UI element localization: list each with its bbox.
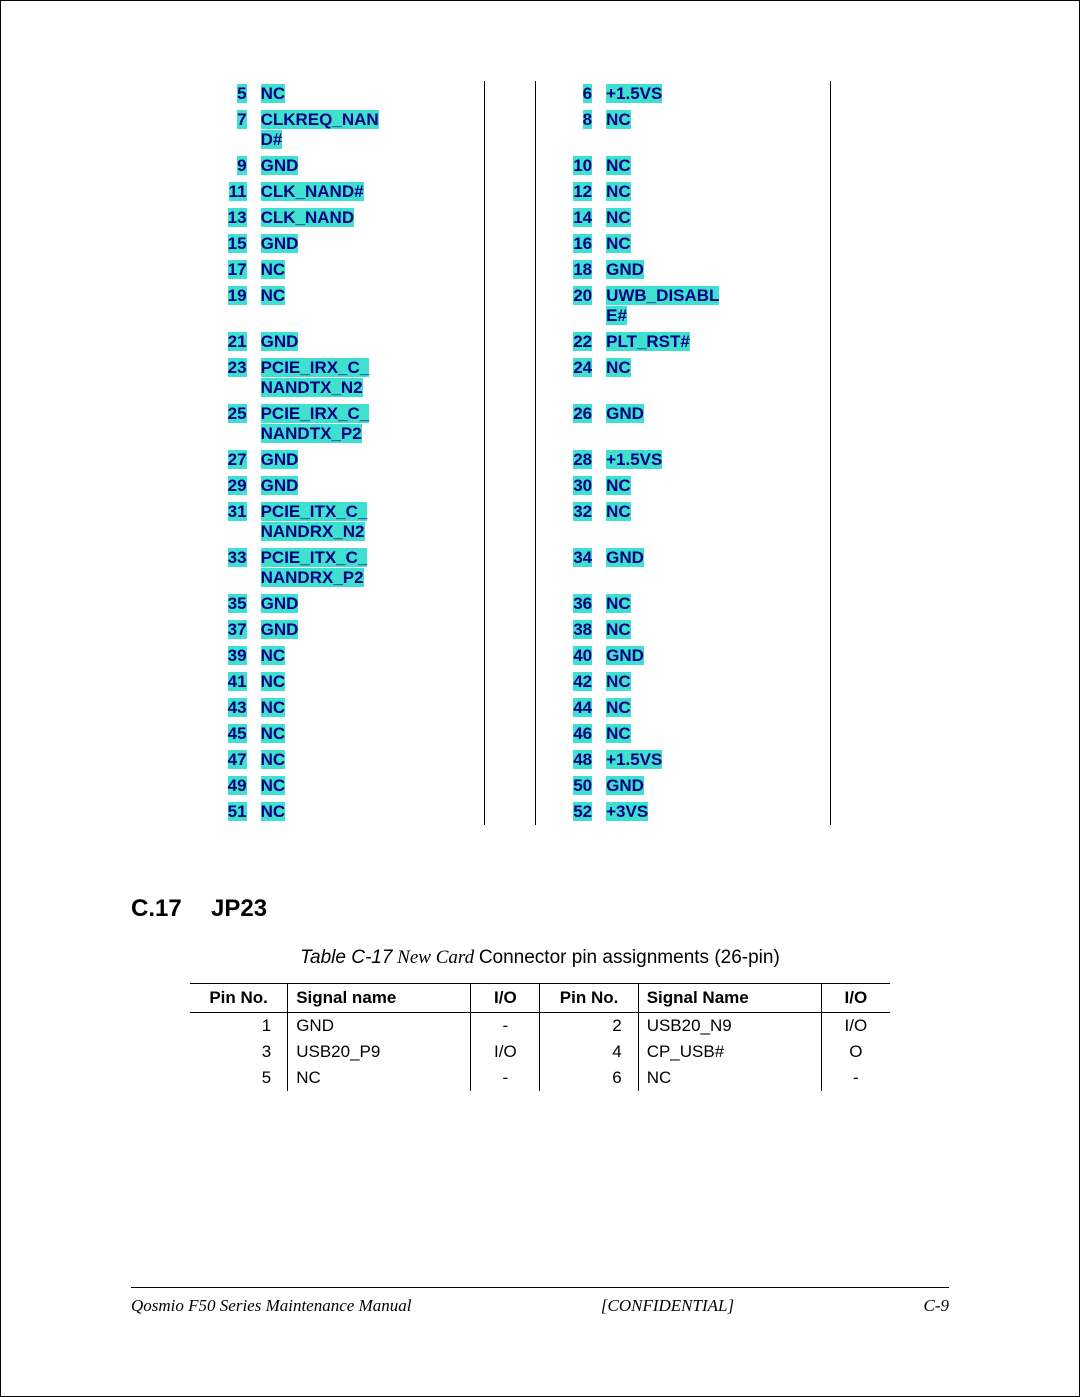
caption-rest: Connector pin assignments (26-pin) xyxy=(479,947,780,968)
column-header: I/O xyxy=(471,984,540,1013)
table-row: 49NC50GND xyxy=(191,773,831,799)
table-row: 5NC-6NC- xyxy=(190,1065,890,1091)
caption-prefix: Table C-17 xyxy=(300,947,392,968)
table-row: 23PCIE_IRX_C_NANDTX_N224NC xyxy=(191,355,831,401)
table-row: 15GND16NC xyxy=(191,231,831,257)
table-row: 47NC48+1.5VS xyxy=(191,747,831,773)
column-header: Pin No. xyxy=(190,984,288,1013)
table-row: 45NC46NC xyxy=(191,721,831,747)
column-header: Signal name xyxy=(288,984,471,1013)
table-row: 7CLKREQ_NAND#8NC xyxy=(191,107,831,153)
caption-italic: New Card xyxy=(392,947,478,968)
table-caption: Table C-17 New Card Connector pin assign… xyxy=(131,947,949,969)
table-row: 41NC42NC xyxy=(191,669,831,695)
footer-center: [CONFIDENTIAL] xyxy=(601,1296,734,1316)
table-row: 25PCIE_IRX_C_NANDTX_P226GND xyxy=(191,401,831,447)
table-row: 31PCIE_ITX_C_NANDRX_N232NC xyxy=(191,499,831,545)
table-row: 33PCIE_ITX_C_NANDRX_P234GND xyxy=(191,545,831,591)
table-row: 51NC52+3VS xyxy=(191,799,831,825)
table-row: 27GND28+1.5VS xyxy=(191,447,831,473)
table-row: 13CLK_NAND14NC xyxy=(191,205,831,231)
section-number: C.17 xyxy=(131,895,211,923)
page: 5NC6+1.5VS7CLKREQ_NAND#8NC9GND10NC11CLK_… xyxy=(0,0,1080,1397)
table-row: 35GND36NC xyxy=(191,591,831,617)
pin-table-continued: 5NC6+1.5VS7CLKREQ_NAND#8NC9GND10NC11CLK_… xyxy=(191,81,831,825)
table-row: 9GND10NC xyxy=(191,153,831,179)
page-footer: Qosmio F50 Series Maintenance Manual [CO… xyxy=(131,1287,949,1316)
pin-table-c17: Pin No.Signal nameI/OPin No.Signal NameI… xyxy=(190,983,890,1091)
footer-left: Qosmio F50 Series Maintenance Manual xyxy=(131,1296,411,1316)
column-header: Pin No. xyxy=(540,984,638,1013)
table-row: 19NC20UWB_DISABLE# xyxy=(191,283,831,329)
table-row: 3USB20_P9I/O4CP_USB#O xyxy=(190,1039,890,1065)
table-row: 1GND-2USB20_N9I/O xyxy=(190,1013,890,1040)
table-row: 17NC18GND xyxy=(191,257,831,283)
table-row: 29GND30NC xyxy=(191,473,831,499)
column-header: I/O xyxy=(821,984,890,1013)
section-heading: C.17JP23 xyxy=(131,895,949,923)
section-title: JP23 xyxy=(211,895,267,922)
table-row: 11CLK_NAND#12NC xyxy=(191,179,831,205)
table-row: 21GND22PLT_RST# xyxy=(191,329,831,355)
column-header: Signal Name xyxy=(638,984,821,1013)
table-row: 39NC40GND xyxy=(191,643,831,669)
table-row: 43NC44NC xyxy=(191,695,831,721)
table-row: 5NC6+1.5VS xyxy=(191,81,831,107)
table-row: 37GND38NC xyxy=(191,617,831,643)
footer-right: C-9 xyxy=(923,1296,949,1316)
